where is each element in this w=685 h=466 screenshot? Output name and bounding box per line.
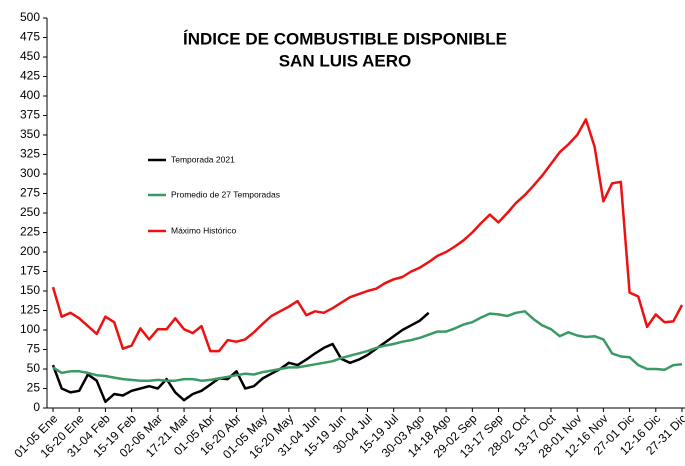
chart-title: ÍNDICE DE COMBUSTIBLE DISPONIBLE: [183, 29, 507, 48]
legend-label: Temporada 2021: [171, 154, 235, 164]
y-tick-label: 100: [20, 322, 40, 336]
y-tick-label: 75: [27, 342, 41, 356]
y-tick-label: 225: [20, 225, 40, 239]
y-tick-label: 50: [27, 361, 41, 375]
series-line: [51, 311, 430, 404]
y-tick-label: 400: [20, 88, 40, 102]
legend-label: Máximo Histórico: [171, 225, 236, 235]
chart-subtitle: SAN LUIS AERO: [279, 51, 412, 70]
y-tick-label: 250: [20, 205, 40, 219]
y-tick-label: 450: [20, 49, 40, 63]
y-tick-label: 350: [20, 127, 40, 141]
y-tick-label: 150: [20, 283, 40, 297]
y-tick-label: 125: [20, 303, 40, 317]
series-line: [51, 118, 684, 353]
y-tick-label: 425: [20, 69, 40, 83]
y-tick-label: 475: [20, 30, 40, 44]
y-tick-label: 500: [20, 10, 40, 24]
series-line: [52, 310, 683, 382]
y-tick-label: 275: [20, 186, 40, 200]
y-tick-label: 0: [33, 400, 40, 414]
y-tick-label: 300: [20, 166, 40, 180]
y-tick-label: 175: [20, 264, 40, 278]
legend-label: Promedio de 27 Temporadas: [171, 189, 280, 199]
y-tick-label: 325: [20, 147, 40, 161]
y-tick-label: 200: [20, 244, 40, 258]
y-tick-label: 375: [20, 108, 40, 122]
y-tick-label: 25: [27, 381, 41, 395]
